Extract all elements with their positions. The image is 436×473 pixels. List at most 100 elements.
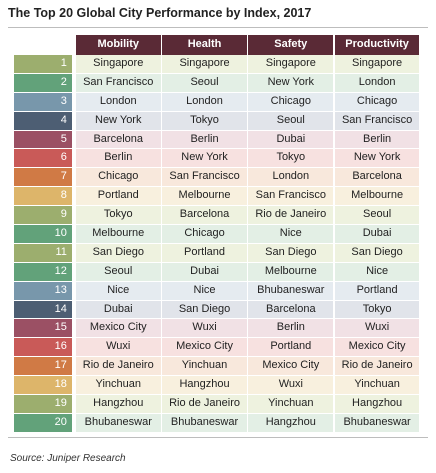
city-cell-health: Nice — [162, 281, 247, 300]
table-row: 18 Yinchuan Hangzhou Wuxi Yinchuan — [14, 376, 421, 395]
table-header-row: Mobility Health Safety Productivity — [14, 35, 421, 55]
city-cell-mobility: San Diego — [75, 243, 161, 262]
city-cell-safety: San Diego — [248, 243, 334, 262]
city-cell-productivity: Melbourne — [334, 187, 420, 206]
city-cell-productivity: Barcelona — [334, 168, 420, 187]
city-cell-safety: Portland — [248, 338, 334, 357]
city-cell-mobility: London — [75, 92, 161, 111]
city-cell-mobility: Rio de Janeiro — [75, 357, 161, 376]
header-spacer — [14, 35, 76, 55]
rank-cell: 4 — [14, 111, 72, 130]
city-cell-mobility: Melbourne — [75, 225, 161, 243]
column-header-productivity: Productivity — [334, 35, 420, 55]
rank-cell: 3 — [14, 92, 72, 111]
city-cell-mobility: Yinchuan — [75, 376, 161, 395]
table-row: 13 Nice Nice Bhubaneswar Portland — [14, 281, 421, 301]
city-cell-productivity: Mexico City — [334, 338, 420, 357]
rank-cell: 17 — [14, 357, 72, 376]
city-cell-mobility: Dubai — [75, 300, 161, 319]
city-cell-productivity: San Francisco — [334, 111, 420, 130]
city-cell-productivity: Yinchuan — [334, 376, 420, 395]
city-cell-productivity: Bhubaneswar — [334, 413, 420, 432]
city-cell-productivity: Berlin — [334, 130, 420, 149]
city-cell-productivity: New York — [334, 149, 420, 168]
table-row: 10 Melbourne Chicago Nice Dubai — [14, 225, 421, 244]
city-cell-mobility: Wuxi — [75, 338, 161, 357]
table-row: 5 Barcelona Berlin Dubai Berlin — [14, 130, 421, 150]
source-note: Source: Juniper Research — [10, 453, 126, 464]
city-cell-safety: London — [248, 168, 334, 187]
table-row: 14 Dubai San Diego Barcelona Tokyo — [14, 300, 421, 320]
city-cell-health: Bhubaneswar — [162, 413, 247, 432]
city-cell-health: Singapore — [162, 55, 247, 73]
city-cell-health: San Francisco — [162, 168, 247, 187]
rank-cell: 9 — [14, 206, 72, 225]
city-cell-productivity: Nice — [334, 262, 420, 281]
city-cell-mobility: Seoul — [75, 262, 161, 281]
city-cell-health: Berlin — [162, 130, 247, 149]
table-row: 3 London London Chicago Chicago — [14, 92, 421, 112]
city-cell-health: Portland — [162, 243, 247, 262]
city-cell-mobility: Hangzhou — [75, 395, 161, 413]
table-row: 20 Bhubaneswar Bhubaneswar Hangzhou Bhubanes… — [14, 413, 421, 433]
rank-cell: 13 — [14, 281, 72, 300]
rank-cell: 2 — [14, 73, 72, 92]
column-header-mobility: Mobility — [75, 35, 161, 55]
city-cell-mobility: Bhubaneswar — [75, 413, 161, 432]
table-row: 15 Mexico City Wuxi Berlin Wuxi — [14, 319, 421, 338]
city-cell-productivity: Portland — [334, 281, 420, 300]
city-cell-safety: Nice — [248, 225, 334, 243]
city-cell-productivity: Hangzhou — [334, 395, 420, 413]
city-cell-productivity: Seoul — [334, 206, 420, 225]
city-cell-mobility: New York — [75, 111, 161, 130]
table-row: 1 Singapore Singapore Singapore Singapore — [14, 55, 421, 74]
city-cell-health: Rio de Janeiro — [162, 395, 247, 413]
city-cell-mobility: Barcelona — [75, 130, 161, 149]
city-cell-safety: San Francisco — [248, 187, 334, 206]
rank-cell: 6 — [14, 149, 72, 168]
city-cell-safety: Melbourne — [248, 262, 334, 281]
rank-cell: 20 — [14, 413, 72, 432]
city-cell-productivity: Chicago — [334, 92, 420, 111]
city-cell-safety: Tokyo — [248, 149, 334, 168]
city-cell-health: New York — [162, 149, 247, 168]
city-cell-safety: Mexico City — [248, 357, 334, 376]
city-cell-health: San Diego — [162, 300, 247, 319]
rank-cell: 16 — [14, 338, 72, 357]
rank-cell: 18 — [14, 376, 72, 395]
city-cell-safety: Singapore — [248, 55, 334, 73]
rank-cell: 1 — [14, 55, 72, 73]
table-row: 19 Hangzhou Rio de Janeiro Yinchuan Hangzhou — [14, 395, 421, 414]
city-cell-safety: Seoul — [248, 111, 334, 130]
city-cell-mobility: Mexico City — [75, 319, 161, 338]
city-cell-productivity: Rio de Janeiro — [334, 357, 420, 376]
table-row: 17 Rio de Janeiro Yinchuan Mexico City Rio d… — [14, 357, 421, 376]
city-cell-health: Chicago — [162, 225, 247, 243]
city-cell-health: Hangzhou — [162, 376, 247, 395]
city-cell-mobility: San Francisco — [75, 73, 161, 92]
city-cell-safety: Berlin — [248, 319, 334, 338]
city-cell-mobility: Tokyo — [75, 206, 161, 225]
table-row: 7 Chicago San Francisco London Barcelona — [14, 168, 421, 187]
city-cell-safety: Barcelona — [248, 300, 334, 319]
city-cell-safety: Rio de Janeiro — [248, 206, 334, 225]
table-row: 9 Tokyo Barcelona Rio de Janeiro Seoul — [14, 206, 421, 225]
city-cell-safety: Dubai — [248, 130, 334, 149]
city-cell-health: Wuxi — [162, 319, 247, 338]
rank-cell: 15 — [14, 319, 72, 338]
rank-cell: 14 — [14, 300, 72, 319]
rank-cell: 10 — [14, 225, 72, 243]
city-cell-health: London — [162, 92, 247, 111]
rank-cell: 7 — [14, 168, 72, 187]
rank-cell: 19 — [14, 395, 72, 413]
city-cell-productivity: Tokyo — [334, 300, 420, 319]
column-header-health: Health — [162, 35, 247, 55]
rank-cell: 8 — [14, 187, 72, 206]
city-cell-mobility: Berlin — [75, 149, 161, 168]
city-cell-safety: Hangzhou — [248, 413, 334, 432]
city-cell-productivity: London — [334, 73, 420, 92]
city-cell-health: Tokyo — [162, 111, 247, 130]
city-cell-productivity: Singapore — [334, 55, 420, 73]
rank-cell: 5 — [14, 130, 72, 149]
ranking-table: Mobility Health Safety Productivity 1 Sin… — [14, 35, 421, 433]
